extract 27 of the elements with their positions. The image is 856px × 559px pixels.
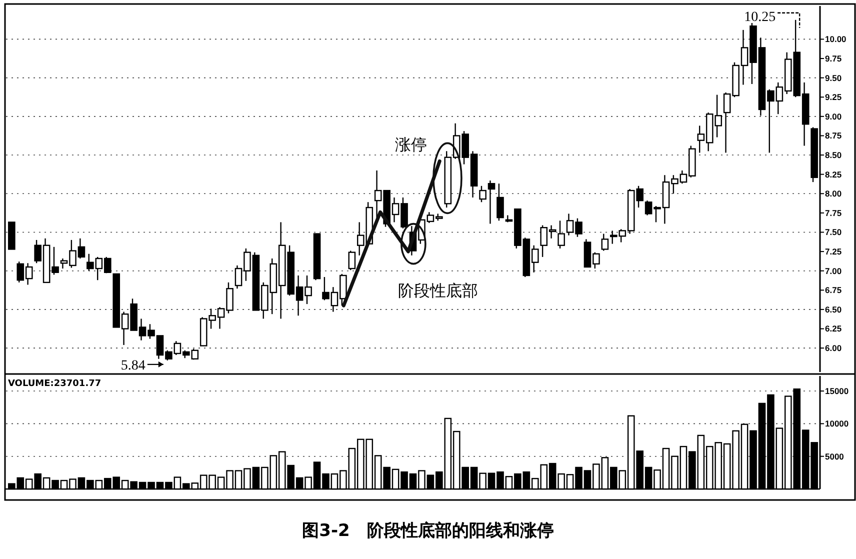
y-tick-label: 6.25 — [825, 324, 842, 334]
annotation: 涨停 — [395, 135, 427, 154]
y-tick-label: 6.50 — [825, 304, 842, 314]
y-tick-label: 7.00 — [825, 266, 842, 276]
y-tick-label: 7.75 — [825, 208, 842, 218]
y-tick-label: 8.50 — [825, 150, 842, 160]
y-tick-label: 7.25 — [825, 246, 842, 257]
y-tick-label: 8.75 — [825, 130, 842, 141]
annotation: 阶段性底部 — [398, 281, 478, 300]
y-tick-label: 8.25 — [825, 169, 842, 180]
y-tick-label: 9.25 — [825, 92, 842, 102]
chart-title: VOLUME:23701.77 — [8, 379, 102, 389]
y-tick-label: 9.50 — [825, 72, 842, 83]
y-tick-label: 9.00 — [825, 111, 842, 122]
y-tick-label: 7.50 — [825, 227, 842, 238]
annotation: 5.84 — [120, 358, 146, 374]
candlestick — [488, 180, 496, 224]
y-tick-label: 8.00 — [825, 188, 842, 199]
y-tick-label: 6.75 — [825, 285, 842, 296]
y-tick-label: 10.00 — [825, 34, 847, 44]
y-tick-label: 9.75 — [825, 53, 842, 64]
y-tick-label: 15000 — [825, 386, 849, 396]
y-tick-label: 5000 — [825, 451, 844, 462]
caption: 图3-2 阶段性底部的阳线和涨停 — [302, 521, 554, 541]
y-tick-label: 6.00 — [825, 343, 842, 354]
annotation: 10.25 — [744, 10, 776, 25]
y-tick-label: 10000 — [825, 418, 849, 429]
